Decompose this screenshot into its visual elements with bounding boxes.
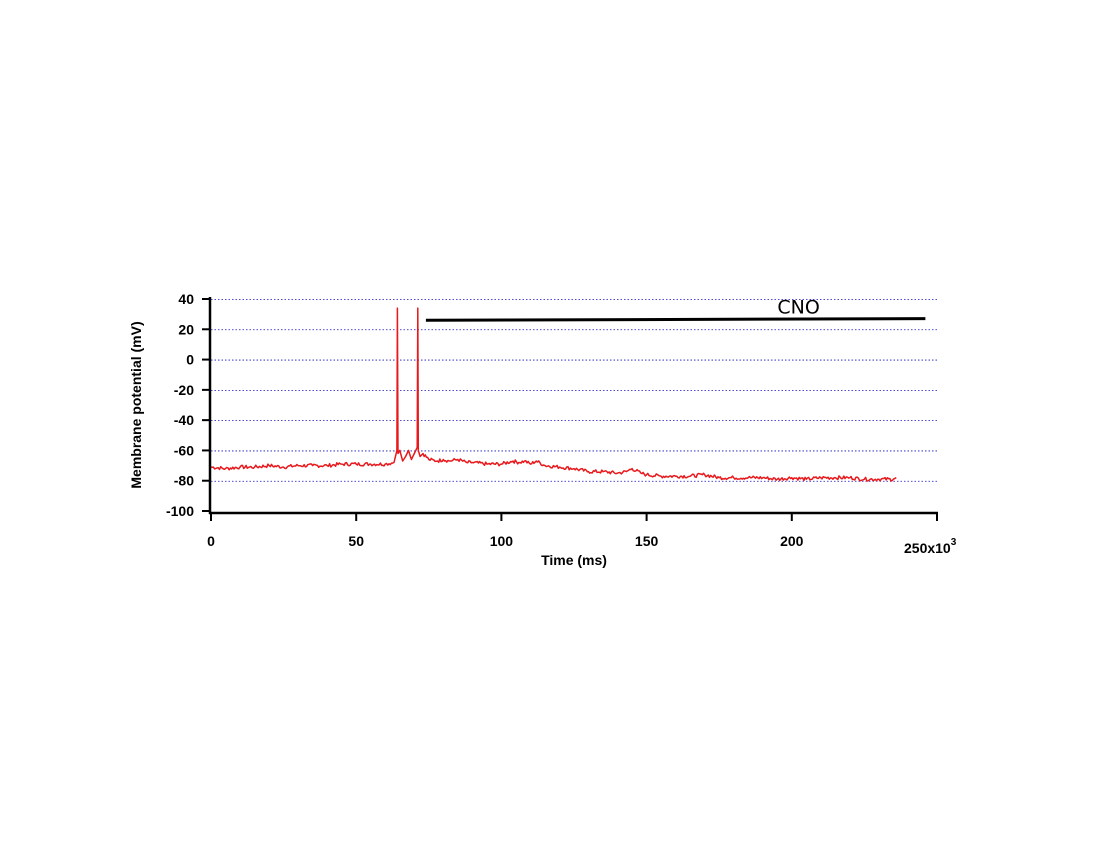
axis-labels: Membrane potential (mV) Time (ms) 250x10… bbox=[128, 321, 957, 568]
y-tick-label-0: 0 bbox=[186, 352, 194, 368]
y-tick-label-40: 40 bbox=[178, 291, 194, 307]
x-tick-label-200000: 200 bbox=[780, 533, 804, 549]
x-tick-label-50000: 50 bbox=[348, 533, 364, 549]
x-axis-multiplier-exponent: 3 bbox=[951, 537, 957, 548]
y-tick-label--100: -100 bbox=[166, 503, 194, 519]
y-tick-label--40: -40 bbox=[174, 412, 194, 428]
y-tick-label--80: -80 bbox=[174, 473, 194, 489]
y-tick-label--20: -20 bbox=[174, 382, 194, 398]
x-tick-label-150000: 150 bbox=[635, 533, 659, 549]
grid-lines bbox=[211, 299, 937, 482]
cno-label: CNO bbox=[777, 297, 819, 319]
y-tick-label-20: 20 bbox=[178, 321, 194, 337]
x-axis-multiplier: 250x103 bbox=[904, 537, 957, 556]
membrane-potential-trace bbox=[210, 307, 897, 482]
y-tick-label--60: -60 bbox=[174, 442, 194, 458]
x-tick-label-100000: 100 bbox=[490, 533, 514, 549]
x-axis-multiplier-base: 250x10 bbox=[904, 540, 951, 556]
cno-application-bar bbox=[425, 317, 926, 322]
annotation-layer: CNO bbox=[425, 297, 926, 322]
trace-layer bbox=[210, 307, 897, 482]
x-axis-title: Time (ms) bbox=[541, 552, 607, 568]
y-axis-title: Membrane potential (mV) bbox=[128, 321, 144, 488]
x-tick-label-0: 0 bbox=[207, 533, 215, 549]
